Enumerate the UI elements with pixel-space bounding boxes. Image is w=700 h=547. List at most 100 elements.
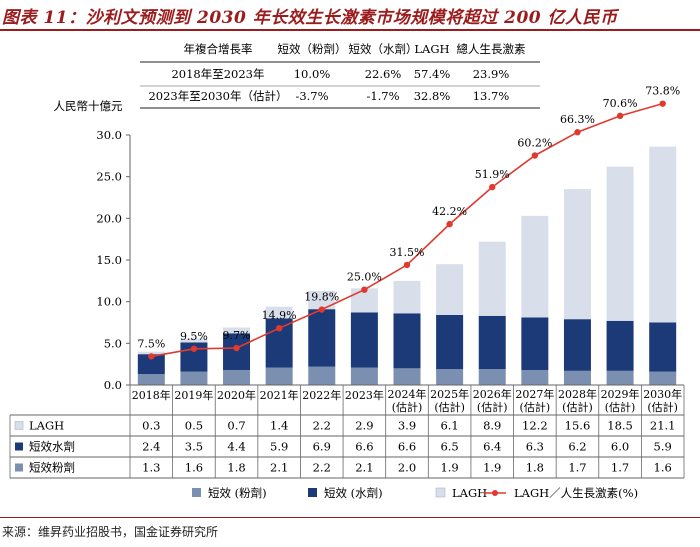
- bar-1-2: [223, 333, 251, 370]
- line-point-6: [403, 261, 411, 269]
- bar-1-6: [393, 313, 421, 369]
- y-tick-label-0: 0.0: [104, 378, 122, 392]
- bar-0-4: [308, 366, 336, 385]
- cagr-cell-0-4: 23.9%: [473, 67, 510, 81]
- line-point-11: [616, 112, 624, 120]
- cagr-cell-0-2: 22.6%: [365, 67, 402, 81]
- table-cell-1-4: 6.9: [313, 440, 331, 454]
- line-point-10: [574, 129, 581, 136]
- line-point-5: [361, 286, 368, 293]
- bar-0-10: [563, 370, 591, 385]
- table-cell-0-1: 1.6: [185, 461, 203, 475]
- bar-1-5: [350, 312, 378, 368]
- bar-0-2: [223, 370, 251, 385]
- line-label-4: 19.8%: [304, 291, 339, 304]
- table-cell-0-10: 1.7: [568, 461, 586, 475]
- table-cell-2-8: 8.9: [483, 419, 501, 433]
- bar-0-5: [350, 367, 378, 385]
- x-tick-label-3: 2021年: [260, 388, 299, 402]
- table-cell-2-5: 2.9: [355, 419, 373, 433]
- y-tick-label-5: 25.0: [96, 170, 122, 184]
- table-swatch-0: [15, 463, 23, 472]
- table-cell-1-10: 6.2: [568, 440, 586, 454]
- x-tick-label-6: 2024年: [388, 387, 427, 401]
- table-row-label-0: 短效粉劑: [29, 461, 75, 475]
- bar-0-1: [180, 371, 208, 385]
- x-tick-label-9: 2027年: [515, 387, 554, 401]
- bar-2-11: [606, 166, 634, 321]
- table-cell-2-2: 0.7: [227, 419, 245, 433]
- table-cell-2-3: 1.4: [270, 419, 288, 433]
- x-tick-label-11: 2029年: [601, 387, 640, 401]
- x-tick-label-0: 2018年: [132, 388, 171, 402]
- line-label-1: 9.5%: [180, 330, 208, 343]
- cagr-cell-1-2: -1.7%: [366, 89, 399, 103]
- table-cell-0-6: 2.0: [398, 461, 416, 475]
- bar-2-6: [393, 280, 421, 314]
- y-axis-label: 人民幣十億元: [54, 99, 123, 113]
- legend-line-label: LAGH／人生長激素(%): [514, 486, 638, 500]
- table-cell-1-12: 5.9: [654, 440, 672, 454]
- cagr-header-3: LAGH: [414, 42, 449, 56]
- table-cell-2-4: 2.2: [313, 419, 331, 433]
- bar-1-10: [563, 319, 591, 371]
- bar-2-4: [308, 290, 336, 310]
- line-point-2: [233, 344, 240, 352]
- bar-2-12: [649, 146, 677, 323]
- line-label-10: 66.3%: [560, 113, 595, 126]
- bar-2-7: [436, 264, 464, 315]
- bar-2-1: [180, 338, 208, 343]
- bar-2-0: [137, 351, 165, 355]
- bar-2-3: [265, 306, 293, 319]
- line-point-12: [659, 100, 666, 107]
- table-cell-2-10: 15.6: [565, 419, 591, 433]
- x-tick-label-10: 2028年: [558, 387, 597, 401]
- bar-1-12: [649, 322, 677, 372]
- line-point-4: [318, 306, 325, 313]
- bar-2-10: [563, 189, 591, 320]
- table-cell-2-11: 18.5: [607, 419, 633, 433]
- table-cell-2-9: 12.2: [522, 419, 548, 433]
- table-cell-0-7: 1.9: [440, 461, 458, 475]
- x-tick-sublabel-11: (估計): [605, 400, 636, 414]
- bar-0-12: [649, 371, 677, 385]
- line-point-8: [489, 183, 496, 191]
- table-cell-1-9: 6.3: [526, 440, 544, 454]
- table-cell-1-2: 4.4: [227, 440, 245, 454]
- table-row-label-1: 短效水劑: [29, 440, 75, 454]
- legend-label-2: LAGH: [452, 486, 487, 500]
- x-tick-sublabel-6: (估計): [392, 400, 423, 414]
- table-cell-1-3: 5.9: [270, 440, 288, 454]
- y-tick-label-1: 5.0: [104, 336, 122, 350]
- table-cell-0-4: 2.2: [313, 461, 331, 475]
- legend-swatch-1: [308, 488, 317, 497]
- table-cell-1-6: 6.6: [398, 440, 416, 454]
- bar-0-8: [478, 369, 506, 385]
- bar-0-3: [265, 367, 293, 385]
- title-rule: [0, 29, 700, 31]
- x-tick-label-12: 2030年: [643, 387, 682, 401]
- line-label-2: 9.7%: [223, 329, 251, 342]
- y-tick-label-4: 20.0: [96, 211, 122, 225]
- table-cell-0-0: 1.3: [142, 461, 160, 475]
- cagr-cell-1-0: 2023年至2030年（估計）: [148, 89, 287, 103]
- table-cell-1-0: 2.4: [142, 440, 160, 454]
- table-cell-1-7: 6.5: [440, 440, 458, 454]
- table-cell-1-8: 6.4: [483, 440, 501, 454]
- table-row-label-2: LAGH: [29, 419, 64, 433]
- bar-0-6: [393, 368, 421, 385]
- table-cell-2-6: 3.9: [398, 419, 416, 433]
- cagr-cell-0-3: 57.4%: [414, 67, 451, 81]
- line-label-6: 31.5%: [390, 246, 425, 259]
- table-cell-0-2: 1.8: [227, 461, 245, 475]
- source-note: 来源：维昇药业招股书，国金证券研究所: [2, 525, 219, 539]
- table-cell-0-8: 1.9: [483, 461, 501, 475]
- table-cell-0-5: 2.1: [355, 461, 373, 475]
- table-swatch-2: [14, 421, 24, 430]
- x-tick-label-7: 2025年: [430, 387, 469, 401]
- bar-0-7: [436, 369, 464, 385]
- legend-label-0: 短效 (粉劑): [208, 486, 267, 500]
- x-tick-label-1: 2019年: [174, 388, 213, 402]
- bar-1-0: [137, 354, 165, 375]
- legend-swatch-2: [435, 487, 446, 498]
